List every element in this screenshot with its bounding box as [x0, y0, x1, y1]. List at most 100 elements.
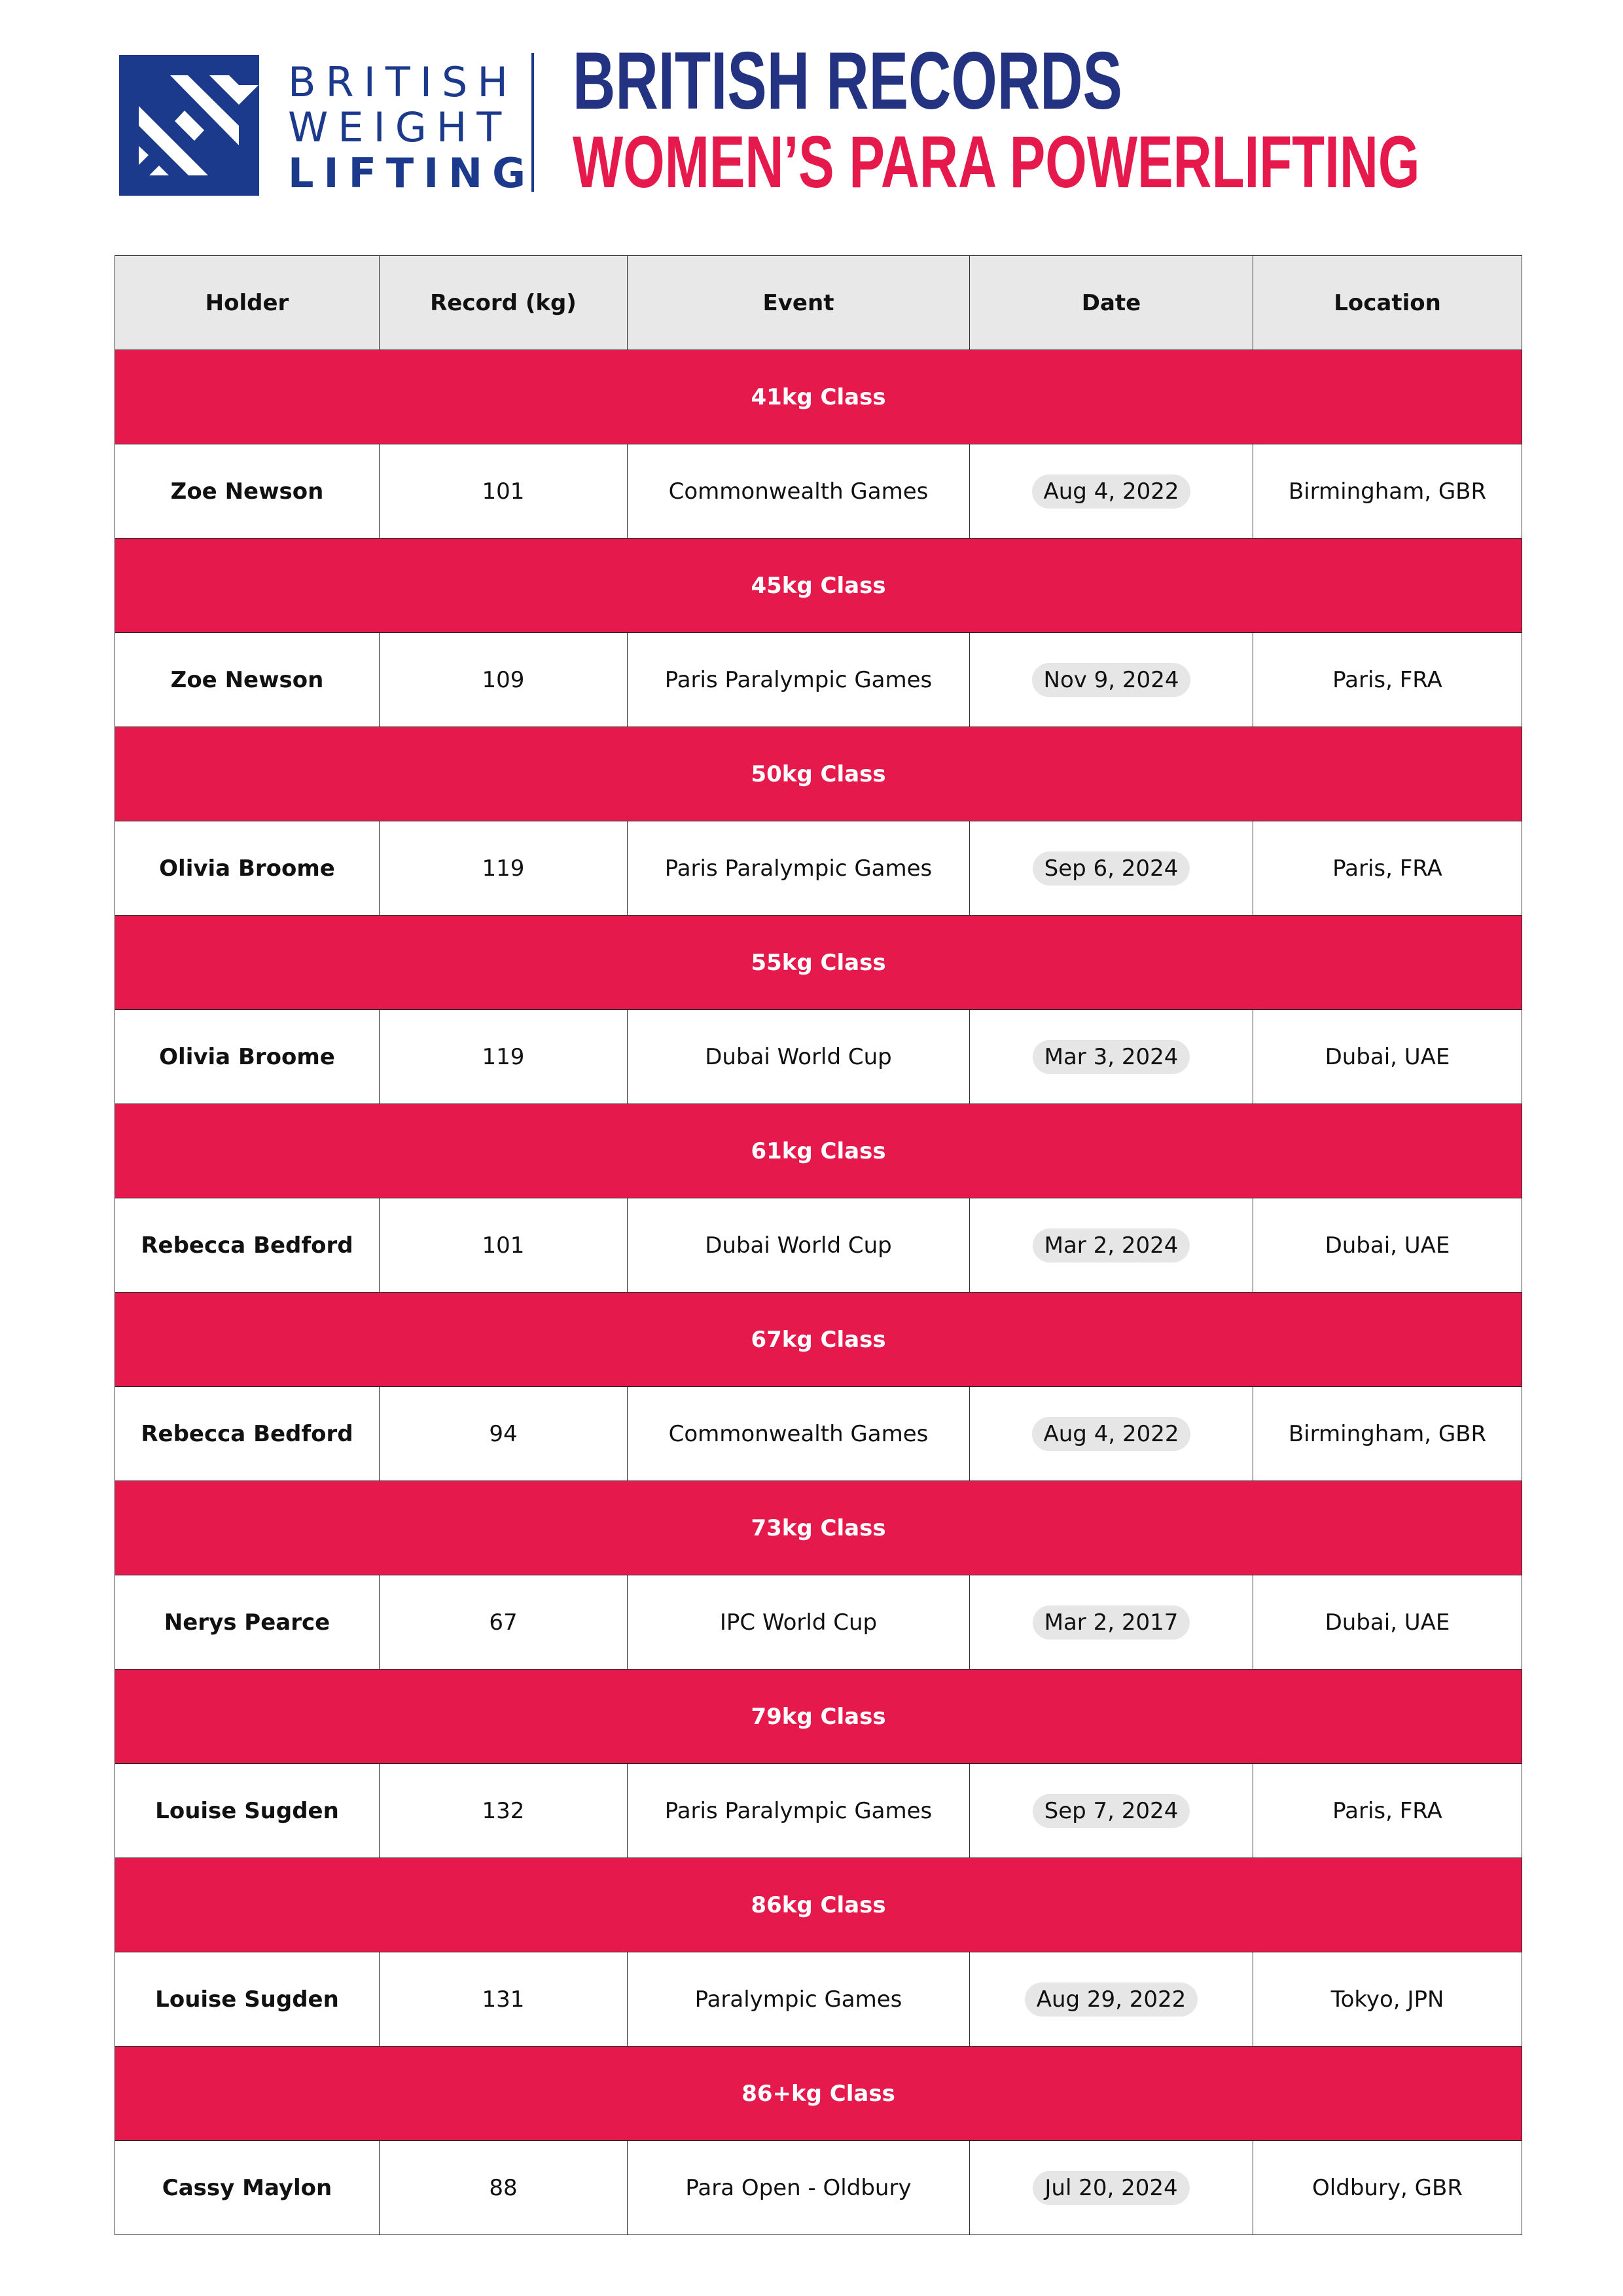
location-cell: Dubai, UAE	[1253, 1009, 1522, 1104]
class-row: 61kg Class	[115, 1103, 1522, 1198]
holder-cell: Zoe Newson	[115, 632, 380, 727]
weight-class-label: 55kg Class	[115, 915, 1522, 1010]
column-header-holder: Holder	[115, 255, 380, 350]
weight-class-label: 67kg Class	[115, 1292, 1522, 1387]
date-cell: Mar 2, 2024	[969, 1198, 1253, 1293]
event-cell: Paris Paralympic Games	[627, 632, 970, 727]
record-cell: 119	[379, 821, 628, 916]
table-row: Zoe Newson 101 Commonwealth Games Aug 4, 20…	[115, 444, 1522, 539]
date-cell: Aug 4, 2022	[969, 444, 1253, 539]
table-row: Rebecca Bedford 94 Commonwealth Games Aug 4…	[115, 1386, 1522, 1481]
date-pill: Sep 6, 2024	[1032, 851, 1190, 886]
weight-class-label: 79kg Class	[115, 1669, 1522, 1764]
table-row: Zoe Newson 109 Paris Paralympic Games Nov 9…	[115, 632, 1522, 727]
date-cell: Sep 6, 2024	[969, 821, 1253, 916]
date-pill: Mar 2, 2024	[1032, 1228, 1190, 1263]
holder-cell: Rebecca Bedford	[115, 1198, 380, 1293]
record-cell: 101	[379, 1198, 628, 1293]
table-row: Cassy Maylon 88 Para Open - Oldbury Jul 20,…	[115, 2140, 1522, 2235]
header-divider	[531, 53, 534, 192]
table-row: Rebecca Bedford 101 Dubai World Cup Mar 2, …	[115, 1198, 1522, 1293]
holder-cell: Rebecca Bedford	[115, 1386, 380, 1481]
holder-cell: Olivia Broome	[115, 1009, 380, 1104]
date-cell: Mar 3, 2024	[969, 1009, 1253, 1104]
weight-class-label: 61kg Class	[115, 1103, 1522, 1198]
class-row: 41kg Class	[115, 350, 1522, 444]
event-cell: Commonwealth Games	[627, 1386, 970, 1481]
event-cell: Paralympic Games	[627, 1952, 970, 2047]
weight-class-label: 73kg Class	[115, 1480, 1522, 1575]
date-cell: Jul 20, 2024	[969, 2140, 1253, 2235]
holder-cell: Louise Sugden	[115, 1763, 380, 1858]
date-pill: Aug 4, 2022	[1031, 474, 1191, 509]
date-pill: Sep 7, 2024	[1032, 1793, 1190, 1828]
record-cell: 67	[379, 1575, 628, 1670]
record-cell: 94	[379, 1386, 628, 1481]
location-cell: Paris, FRA	[1253, 1763, 1522, 1858]
date-cell: Nov 9, 2024	[969, 632, 1253, 727]
table-row: Louise Sugden 132 Paris Paralympic Games Se…	[115, 1763, 1522, 1858]
location-cell: Paris, FRA	[1253, 821, 1522, 916]
record-cell: 119	[379, 1009, 628, 1104]
holder-cell: Olivia Broome	[115, 821, 380, 916]
date-cell: Aug 4, 2022	[969, 1386, 1253, 1481]
location-cell: Tokyo, JPN	[1253, 1952, 1522, 2047]
class-row: 79kg Class	[115, 1669, 1522, 1764]
page-title: BRITISH RECORDS	[573, 36, 1122, 126]
date-pill: Aug 29, 2022	[1024, 1982, 1198, 2017]
event-cell: Dubai World Cup	[627, 1009, 970, 1104]
class-row: 86kg Class	[115, 1857, 1522, 1952]
holder-cell: Cassy Maylon	[115, 2140, 380, 2235]
date-pill: Jul 20, 2024	[1033, 2170, 1190, 2205]
records-table: Holder Record (kg) Event Date Location 4…	[115, 255, 1522, 2235]
class-row: 50kg Class	[115, 726, 1522, 821]
date-pill: Nov 9, 2024	[1031, 662, 1191, 697]
date-cell: Sep 7, 2024	[969, 1763, 1253, 1858]
location-cell: Dubai, UAE	[1253, 1575, 1522, 1670]
record-cell: 88	[379, 2140, 628, 2235]
event-cell: Paris Paralympic Games	[627, 821, 970, 916]
table-row: Nerys Pearce 67 IPC World Cup Mar 2, 2017 Du…	[115, 1575, 1522, 1670]
record-cell: 132	[379, 1763, 628, 1858]
column-header-record: Record (kg)	[379, 255, 628, 350]
column-header-event: Event	[627, 255, 970, 350]
class-row: 55kg Class	[115, 915, 1522, 1010]
page-subtitle: WOMEN’S PARA POWERLIFTING	[573, 121, 1420, 203]
date-cell: Mar 2, 2017	[969, 1575, 1253, 1670]
column-header-location: Location	[1253, 255, 1522, 350]
class-row: 67kg Class	[115, 1292, 1522, 1387]
location-cell: Oldbury, GBR	[1253, 2140, 1522, 2235]
logo-text-british: BRITISH	[288, 58, 518, 106]
class-row: 73kg Class	[115, 1480, 1522, 1575]
event-cell: Dubai World Cup	[627, 1198, 970, 1293]
weight-class-label: 86kg Class	[115, 1857, 1522, 1952]
weight-class-label: 45kg Class	[115, 538, 1522, 633]
weight-class-label: 41kg Class	[115, 350, 1522, 444]
weight-class-label: 50kg Class	[115, 726, 1522, 821]
location-cell: Paris, FRA	[1253, 632, 1522, 727]
event-cell: IPC World Cup	[627, 1575, 970, 1670]
holder-cell: Zoe Newson	[115, 444, 380, 539]
table-row: Olivia Broome 119 Paris Paralympic Games Se…	[115, 821, 1522, 916]
table-row: Louise Sugden 131 Paralympic Games Aug 29, …	[115, 1952, 1522, 2047]
event-cell: Para Open - Oldbury	[627, 2140, 970, 2235]
logo-text-lifting: LIFTING	[288, 149, 536, 197]
location-cell: Dubai, UAE	[1253, 1198, 1522, 1293]
location-cell: Birmingham, GBR	[1253, 1386, 1522, 1481]
column-header-date: Date	[969, 255, 1253, 350]
holder-cell: Louise Sugden	[115, 1952, 380, 2047]
record-cell: 101	[379, 444, 628, 539]
table-row: Olivia Broome 119 Dubai World Cup Mar 3, 20…	[115, 1009, 1522, 1104]
date-pill: Mar 2, 2017	[1032, 1605, 1190, 1640]
holder-cell: Nerys Pearce	[115, 1575, 380, 1670]
table-header-row: Holder Record (kg) Event Date Location	[115, 255, 1522, 350]
date-pill: Mar 3, 2024	[1032, 1039, 1190, 1074]
british-weight-lifting-logo	[119, 55, 259, 196]
record-cell: 109	[379, 632, 628, 727]
class-row: 86+kg Class	[115, 2046, 1522, 2141]
event-cell: Commonwealth Games	[627, 444, 970, 539]
date-pill: Aug 4, 2022	[1031, 1416, 1191, 1451]
logo-text-weight: WEIGHT	[288, 103, 512, 151]
location-cell: Birmingham, GBR	[1253, 444, 1522, 539]
event-cell: Paris Paralympic Games	[627, 1763, 970, 1858]
